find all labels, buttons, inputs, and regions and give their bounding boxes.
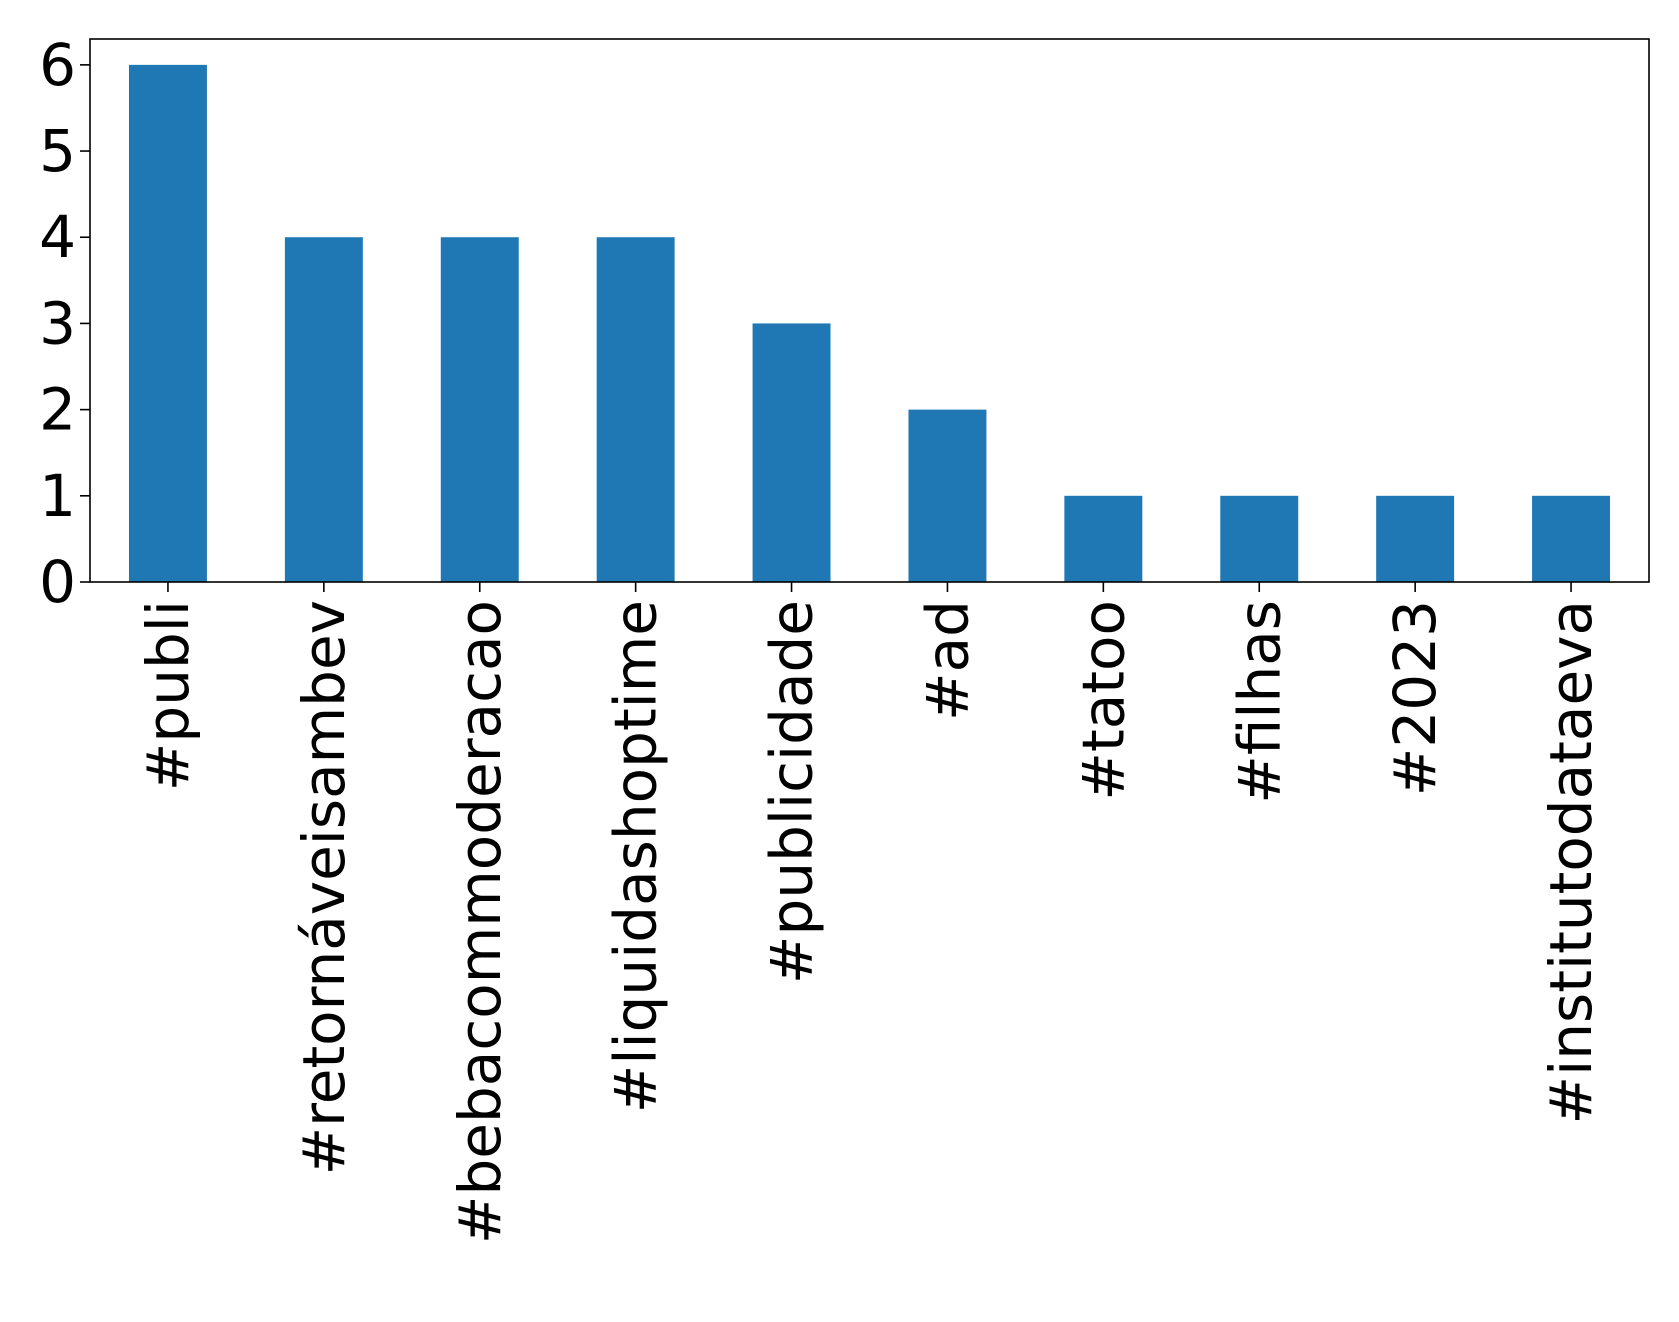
x-tick-label-9: #institutodataeva	[1537, 600, 1605, 1124]
x-tick-label-4: #publicidade	[758, 600, 826, 984]
plot-area-frame	[89, 38, 1650, 583]
y-tick-label-4: 4	[39, 203, 76, 271]
bar-7	[1220, 495, 1299, 582]
y-tick-label-2: 2	[39, 376, 76, 444]
y-axis-ticks: 0 1 2 3 4 5 6	[39, 31, 90, 616]
bar-2	[440, 237, 519, 582]
x-tick-label-0: #publi	[134, 600, 202, 791]
bars-layer	[128, 64, 1611, 583]
x-tick-label-5: #ad	[913, 600, 981, 721]
bar-3	[596, 237, 675, 582]
bar-9	[1532, 495, 1611, 582]
x-tick-label-6: #tatoo	[1069, 600, 1137, 801]
x-tick-label-8: #2023	[1381, 600, 1449, 796]
bar-5	[908, 409, 987, 582]
x-tick-label-1: #retornáveisambev	[290, 600, 358, 1175]
x-tick-label-3: #liquidashoptime	[602, 600, 670, 1113]
y-tick-label-6: 6	[39, 31, 76, 99]
y-tick-label-3: 3	[39, 289, 76, 357]
bar-0	[128, 64, 207, 583]
x-tick-label-7: #filhas	[1225, 600, 1293, 804]
bar-8	[1376, 495, 1455, 582]
y-tick-label-0: 0	[39, 548, 76, 616]
bar-6	[1064, 495, 1143, 582]
x-axis-ticks: #publi #retornáveisambev #bebacommoderacao…	[134, 582, 1605, 1244]
bar-4	[752, 323, 831, 582]
bar-1	[284, 237, 363, 582]
x-tick-label-2: #bebacommoderacao	[446, 600, 514, 1244]
y-tick-label-1: 1	[39, 462, 76, 530]
y-tick-label-5: 5	[39, 117, 76, 185]
